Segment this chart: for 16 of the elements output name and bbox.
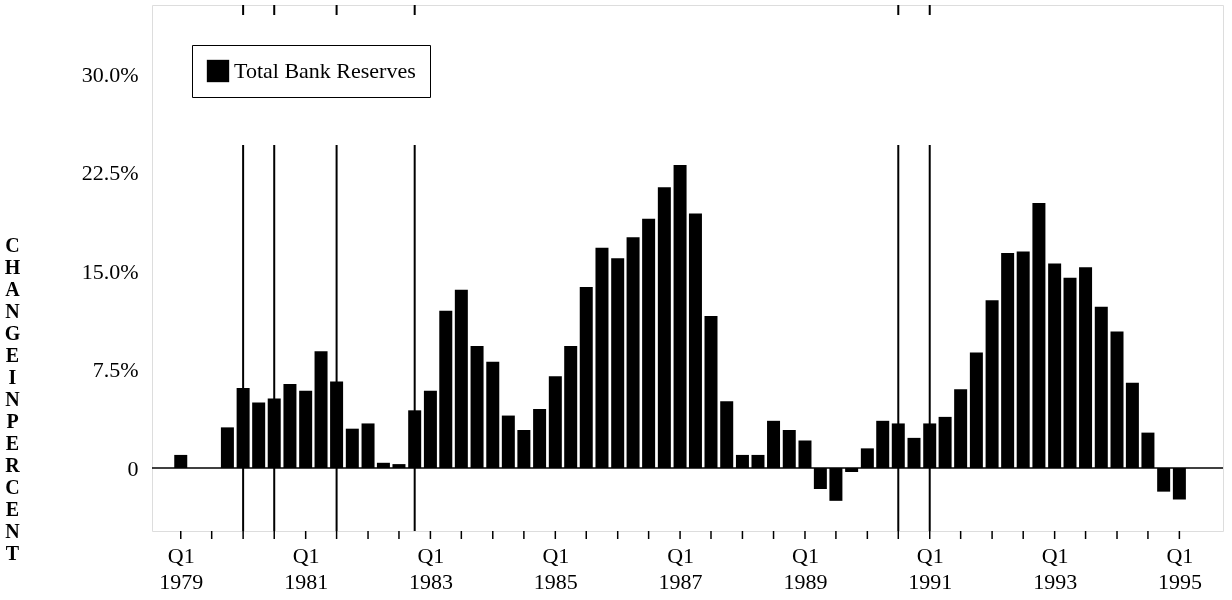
x-tick-label: Q1 1993 <box>1033 542 1078 594</box>
y-tick-label: 22.5% <box>81 160 139 186</box>
y-tick-label: 15.0% <box>81 258 139 284</box>
text: CHANGE IN PERCENT <box>4 233 21 564</box>
y-tick-label: 30.0% <box>81 62 139 88</box>
x-tick-label: Q1 1995 <box>1157 542 1202 594</box>
y-tick-label: 7.5% <box>92 357 139 383</box>
x-tick-label: Q1 1981 <box>284 542 329 594</box>
x-tick-label: Q1 1991 <box>908 542 953 594</box>
x-tick-label: Q1 1985 <box>533 542 578 594</box>
x-tick-label: Q1 1979 <box>159 542 204 594</box>
legend-label: Total Bank Reserves <box>234 58 416 83</box>
x-tick-label: Q1 1987 <box>658 542 703 594</box>
x-tick-label: Q1 1983 <box>408 542 453 594</box>
y-tick-label: 0 <box>127 455 139 481</box>
x-tick-label: Q1 1989 <box>783 542 828 594</box>
